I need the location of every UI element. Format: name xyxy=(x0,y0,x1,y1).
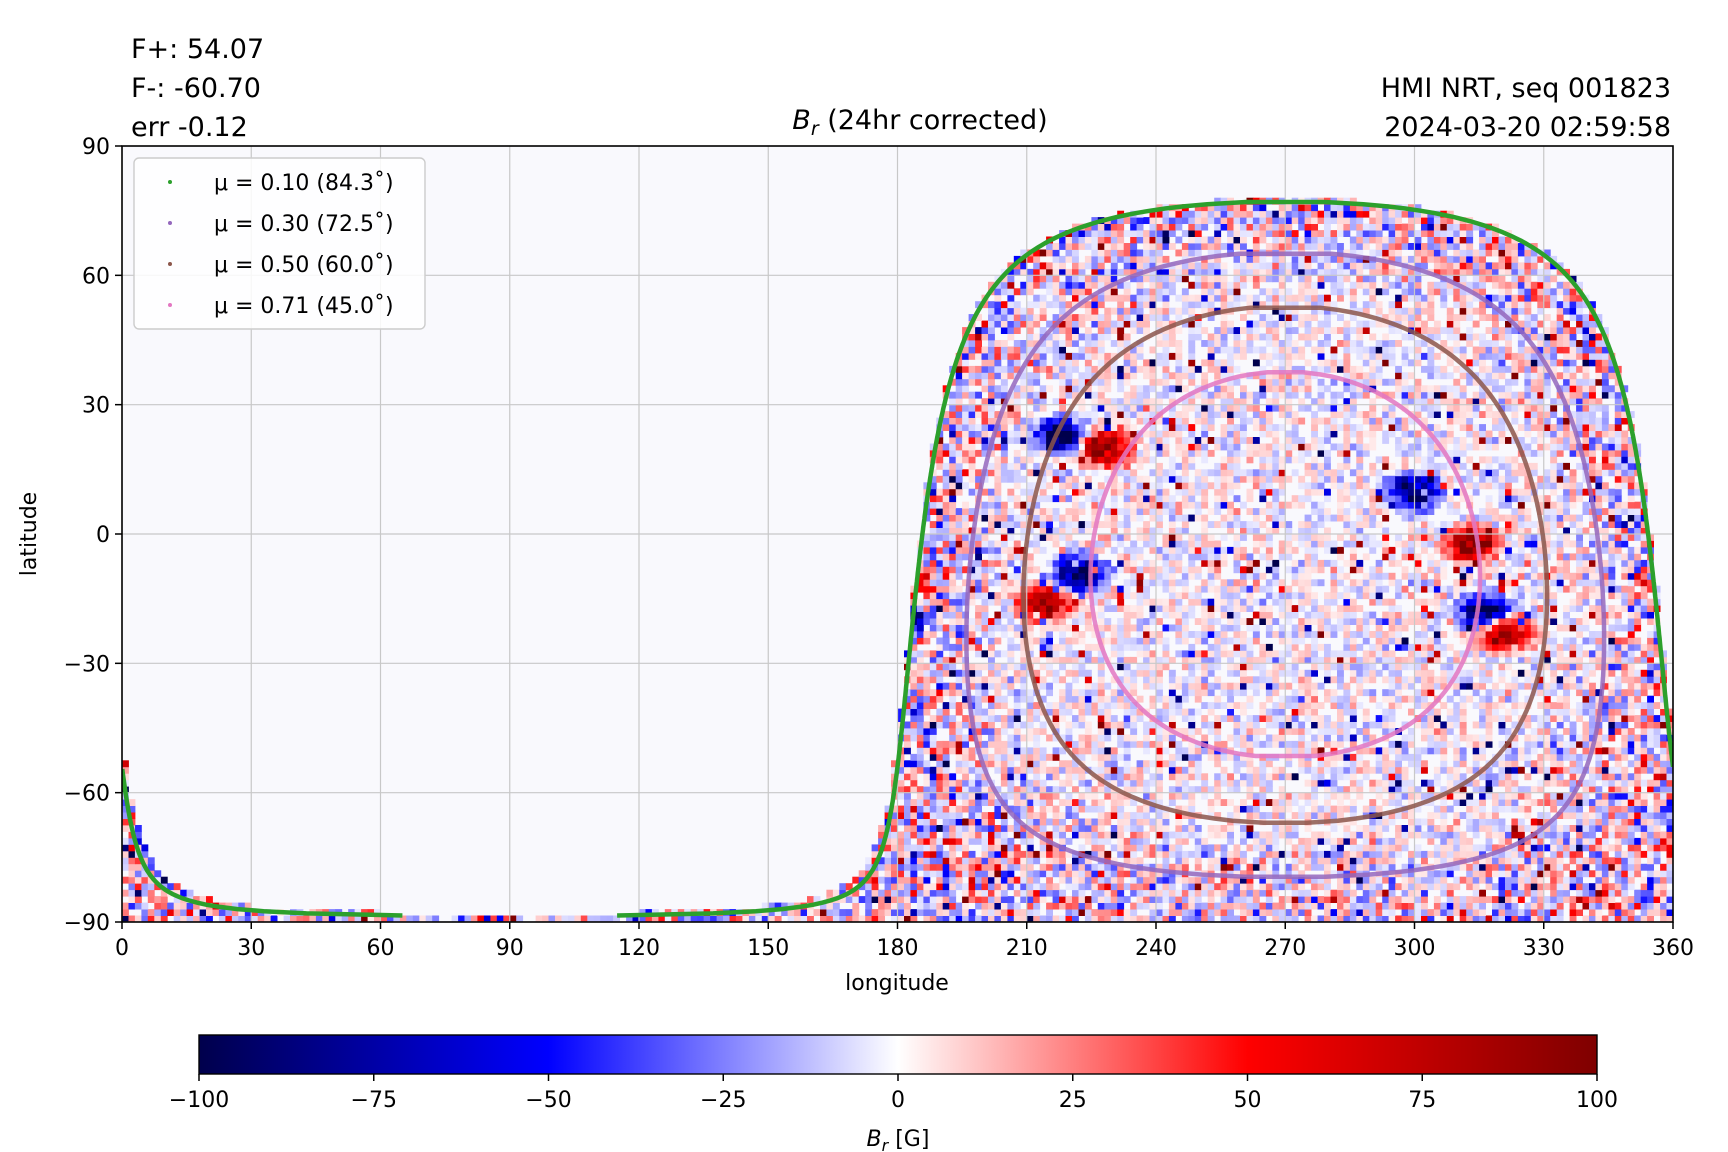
legend-marker xyxy=(168,262,172,266)
y-tick-label: 60 xyxy=(82,264,110,289)
x-tick-label: 360 xyxy=(1652,936,1694,961)
x-tick-label: 30 xyxy=(237,936,265,961)
x-tick-label: 240 xyxy=(1135,936,1177,961)
x-axis-ticks: 0 30 60 90 120 150 180 210 240 270 300 330 360 xyxy=(115,922,1694,961)
legend-label: μ = 0.30 (72.5˚) xyxy=(214,212,394,237)
x-tick-label: 90 xyxy=(496,936,524,961)
y-tick-label: −90 xyxy=(64,911,110,936)
mu-contour-line xyxy=(122,199,1673,918)
colorbar-tick-label: −25 xyxy=(700,1088,746,1113)
colorbar-tick-label: 75 xyxy=(1408,1088,1436,1113)
x-axis-label: longitude xyxy=(845,971,949,996)
y-tick-label: −60 xyxy=(64,782,110,807)
source-text: HMI NRT, seq 001823 xyxy=(1381,73,1671,104)
y-tick-label: 0 xyxy=(96,523,110,548)
x-tick-label: 180 xyxy=(877,936,919,961)
legend-label: μ = 0.50 (60.0˚) xyxy=(214,253,394,278)
x-tick-label: 150 xyxy=(747,936,789,961)
y-axis-label: latitude xyxy=(17,492,42,576)
flux-positive-text: F+: 54.07 xyxy=(131,34,264,65)
y-tick-label: 90 xyxy=(82,135,110,160)
colorbar-tick-label: −100 xyxy=(169,1088,229,1113)
colorbar-tick-label: 50 xyxy=(1234,1088,1262,1113)
x-tick-label: 0 xyxy=(115,936,129,961)
y-tick-label: 30 xyxy=(82,394,110,419)
x-tick-label: 60 xyxy=(367,936,395,961)
legend: μ = 0.10 (84.3˚) μ = 0.30 (72.5˚) μ = 0.50… xyxy=(133,157,426,330)
colorbar-tick-label: −50 xyxy=(525,1088,571,1113)
colorbar-tick-label: 100 xyxy=(1576,1088,1618,1113)
legend-box xyxy=(133,157,426,330)
x-tick-label: 210 xyxy=(1006,936,1048,961)
error-text: err -0.12 xyxy=(131,112,248,143)
colorbar-ticks: −100 −75 −50 −25 0 25 50 75 100 xyxy=(169,1074,1618,1113)
mu-contours xyxy=(122,199,1673,918)
colorbar-label: Br [G] xyxy=(867,1127,930,1152)
y-tick-label: −30 xyxy=(64,652,110,677)
legend-marker xyxy=(168,303,172,307)
y-axis-ticks: 90 60 30 0 −30 −60 −90 xyxy=(64,135,122,936)
timestamp-text: 2024-03-20 02:59:58 xyxy=(1384,112,1671,143)
colorbar-tick-label: 0 xyxy=(891,1088,905,1113)
legend-marker xyxy=(168,180,172,184)
colorbar-tick-label: −75 xyxy=(351,1088,397,1113)
mu-contour-line xyxy=(964,251,1607,879)
x-tick-label: 330 xyxy=(1523,936,1565,961)
mu-contour-line xyxy=(1021,305,1550,826)
flux-negative-text: F-: -60.70 xyxy=(131,73,261,104)
legend-marker xyxy=(168,221,172,225)
chart-title: Br (24hr corrected) xyxy=(792,105,1047,140)
x-tick-label: 120 xyxy=(618,936,660,961)
legend-label: μ = 0.71 (45.0˚) xyxy=(214,294,394,319)
colorbar xyxy=(198,1034,1598,1075)
mu-contour-line xyxy=(1088,370,1483,759)
x-tick-label: 270 xyxy=(1264,936,1306,961)
x-tick-label: 300 xyxy=(1394,936,1436,961)
legend-label: μ = 0.10 (84.3˚) xyxy=(214,171,394,196)
colorbar-tick-label: 25 xyxy=(1059,1088,1087,1113)
